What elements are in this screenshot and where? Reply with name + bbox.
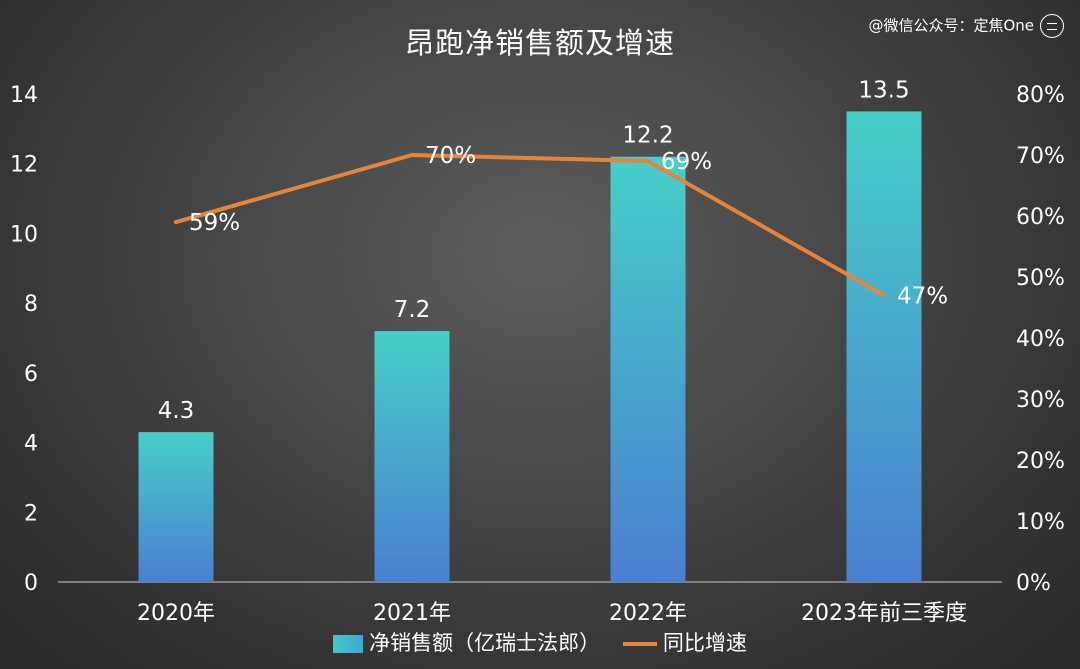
legend-line-swatch bbox=[622, 642, 657, 646]
growth-point bbox=[174, 220, 178, 225]
legend-label-sales: 净销售额（亿瑞士法郎） bbox=[369, 631, 601, 655]
growth-point bbox=[882, 293, 886, 298]
legend-item-growth: 同比增速 bbox=[622, 627, 747, 657]
watermark: @微信公众号：定焦One bbox=[868, 14, 1064, 38]
bar-value-label: 12.2 bbox=[622, 123, 673, 149]
bar-value-label: 4.3 bbox=[158, 398, 195, 424]
chart-title: 昂跑净销售额及增速 bbox=[404, 26, 675, 60]
x-category-label: 2021年 bbox=[373, 601, 451, 626]
growth-value-label: 69% bbox=[661, 149, 712, 175]
legend-label-growth: 同比增速 bbox=[662, 631, 747, 655]
bar-value-label: 7.2 bbox=[394, 297, 431, 323]
y-left-tick-label: 2 bbox=[24, 501, 38, 526]
growth-value-label: 47% bbox=[897, 283, 948, 309]
growth-point bbox=[646, 159, 650, 164]
growth-value-label: 59% bbox=[189, 210, 240, 236]
y-right-tick-label: 40% bbox=[1016, 327, 1065, 352]
y-left-tick-label: 0 bbox=[24, 571, 38, 596]
y-right-tick-label: 60% bbox=[1016, 205, 1065, 230]
x-category-label: 2023年前三季度 bbox=[801, 601, 967, 626]
bar-sales bbox=[846, 111, 922, 582]
y-left-tick-label: 8 bbox=[24, 292, 38, 317]
y-left-tick-label: 10 bbox=[10, 222, 38, 247]
bar-sales bbox=[138, 432, 214, 582]
y-left-tick-label: 4 bbox=[24, 432, 38, 457]
y-right-tick-label: 50% bbox=[1016, 266, 1065, 291]
watermark-text: @微信公众号：定焦One bbox=[868, 16, 1034, 35]
x-category-label: 2020年 bbox=[137, 601, 215, 626]
legend-item-sales: 净销售额（亿瑞士法郎） bbox=[333, 627, 600, 657]
y-right-tick-label: 0% bbox=[1016, 571, 1051, 596]
y-right-tick-label: 20% bbox=[1016, 449, 1065, 474]
y-right-tick-label: 10% bbox=[1016, 510, 1065, 535]
y-left-tick-label: 14 bbox=[10, 83, 38, 108]
growth-line bbox=[174, 153, 886, 298]
y-left-tick-label: 12 bbox=[10, 153, 38, 178]
legend-bar-swatch bbox=[333, 635, 364, 653]
y-left-tick-label: 6 bbox=[24, 362, 38, 387]
bar-value-label: 13.5 bbox=[858, 77, 909, 103]
growth-point bbox=[410, 153, 414, 157]
watermark-logo-icon bbox=[1040, 14, 1064, 38]
x-category-label: 2022年 bbox=[609, 601, 687, 626]
bar-sales bbox=[610, 156, 686, 582]
legend: 净销售额（亿瑞士法郎） 同比增速 bbox=[0, 627, 1080, 657]
growth-value-label: 70% bbox=[425, 143, 476, 169]
y-right-tick-label: 30% bbox=[1016, 388, 1065, 413]
y-right-tick-label: 80% bbox=[1016, 83, 1065, 108]
y-right-tick-label: 70% bbox=[1016, 144, 1065, 169]
bar-sales bbox=[374, 331, 450, 582]
